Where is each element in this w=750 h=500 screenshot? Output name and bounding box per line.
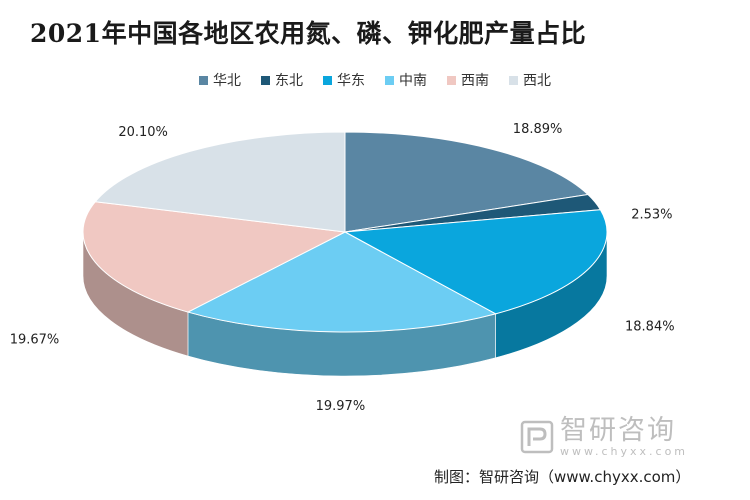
legend-label: 西北 (523, 73, 551, 89)
pie-labels: 18.89% 2.53% 18.84% 19.97% 19.67% 20.10% (10, 122, 675, 414)
watermark-name: 智研咨询 (560, 415, 676, 446)
legend-label: 华北 (213, 73, 241, 89)
legend-item: 东北 (261, 70, 303, 90)
pie-slice (94, 131, 346, 233)
legend-label: 中南 (399, 73, 427, 89)
legend-item: 华北 (199, 70, 241, 90)
watermark-logo-icon (520, 420, 554, 454)
pie-top (82, 131, 608, 333)
legend-swatch (385, 75, 394, 85)
legend-item: 西北 (509, 70, 551, 90)
pie-data-label: 19.67% (10, 333, 60, 348)
watermark: 智研咨询 www.chyxx.com (520, 417, 688, 457)
pie-slice (186, 231, 497, 333)
chart-legend: 华北 东北 华东 中南 西南 西北 (0, 70, 750, 90)
legend-item: 中南 (385, 70, 427, 90)
watermark-url: www.chyxx.com (560, 445, 689, 458)
legend-label: 华东 (337, 73, 365, 89)
pie-slice (343, 209, 608, 315)
pie-data-label: 18.89% (513, 122, 563, 137)
source-credit: 制图：智研咨询（www.chyxx.com） (434, 468, 691, 486)
legend-item: 西南 (447, 70, 489, 90)
legend-swatch (509, 75, 518, 85)
pie-data-label: 18.84% (625, 320, 675, 335)
pie-slice (82, 201, 347, 313)
pie-slice (344, 131, 590, 233)
chart-title: 2021年中国各地区农用氮、磷、钾化肥产量占比 (30, 19, 587, 48)
pie-data-label: 2.53% (631, 208, 672, 223)
legend-label: 西南 (461, 73, 489, 89)
legend-swatch (447, 75, 456, 85)
pie-data-label: 20.10% (118, 125, 168, 140)
legend-swatch (261, 75, 270, 85)
legend-label: 东北 (275, 73, 303, 89)
legend-swatch (323, 75, 332, 85)
legend-item: 华东 (323, 70, 365, 90)
pie-data-label: 19.97% (316, 399, 366, 414)
legend-swatch (199, 75, 208, 85)
